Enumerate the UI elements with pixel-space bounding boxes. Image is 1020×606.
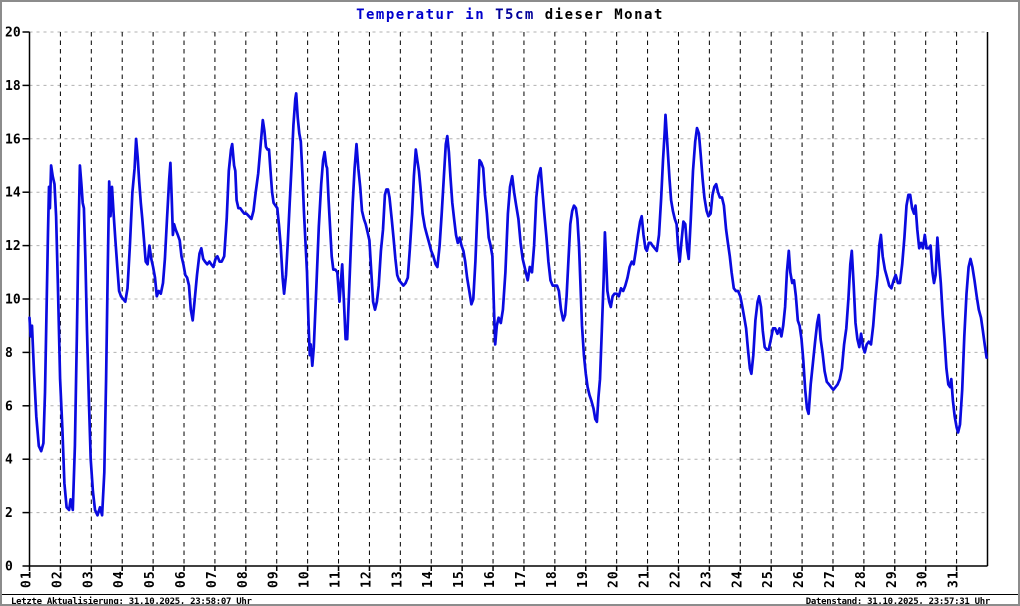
x-tick-label: 31 [947, 570, 962, 588]
x-tick-label: 25 [761, 570, 776, 588]
y-tick-label: 0 [5, 560, 13, 575]
chart-title-period: dieser Monat [544, 7, 664, 23]
x-tick-label: 20 [607, 570, 622, 588]
x-tick-label: 17 [514, 570, 529, 588]
x-tick-label: 02 [50, 570, 65, 588]
x-tick-label: 19 [576, 570, 591, 588]
x-tick-label: 03 [81, 570, 96, 588]
x-tick-label: 27 [823, 570, 838, 588]
chart-title: Temperatur in T5cm dieser Monat [2, 7, 1018, 23]
x-tick-label: 14 [421, 570, 436, 588]
x-tick-label: 26 [792, 570, 807, 588]
x-tick-label: 09 [267, 570, 282, 588]
x-tick-label: 12 [359, 570, 374, 588]
footer-divider [2, 594, 1018, 595]
y-tick-label: 8 [5, 346, 13, 361]
x-tick-label: 23 [699, 570, 714, 588]
x-tick-label: 11 [329, 570, 344, 588]
y-tick-label: 18 [5, 79, 21, 94]
y-tick-label: 12 [5, 239, 21, 254]
x-tick-label: 01 [20, 570, 35, 588]
x-tick-label: 10 [298, 570, 313, 588]
data-state-text: Datenstand: 31.10.2025, 23:57:31 Uhr [805, 597, 991, 606]
y-tick-label: 20 [5, 26, 21, 41]
last-update-text: Letzte Aktualisierung: 31.10.2025, 23:58… [11, 597, 252, 606]
y-tick-label: 16 [5, 132, 21, 147]
x-tick-label: 24 [730, 570, 745, 588]
temperature-series-line [28, 92, 988, 517]
x-tick-label: 15 [452, 570, 467, 588]
x-tick-label: 18 [545, 570, 560, 588]
x-tick-label: 21 [638, 570, 653, 588]
x-tick-label: 29 [885, 570, 900, 588]
x-tick-label: 13 [390, 570, 405, 588]
x-tick-label: 08 [236, 570, 251, 588]
x-tick-label: 28 [854, 570, 869, 588]
x-tick-label: 06 [174, 570, 189, 588]
y-tick-label: 6 [5, 399, 13, 414]
y-tick-label: 14 [5, 186, 21, 201]
x-tick-label: 04 [112, 570, 127, 588]
x-tick-label: 30 [916, 570, 931, 588]
x-tick-label: 05 [143, 570, 158, 588]
y-tick-label: 4 [5, 453, 13, 468]
x-tick-label: 22 [668, 570, 683, 588]
chart-title-sensor: T5cm [495, 7, 535, 23]
y-tick-label: 2 [5, 506, 13, 521]
x-tick-label: 16 [483, 570, 498, 588]
x-tick-label: 07 [205, 570, 220, 588]
y-tick-label: 10 [5, 293, 21, 308]
chart-title-station: Temperatur in [356, 7, 486, 23]
